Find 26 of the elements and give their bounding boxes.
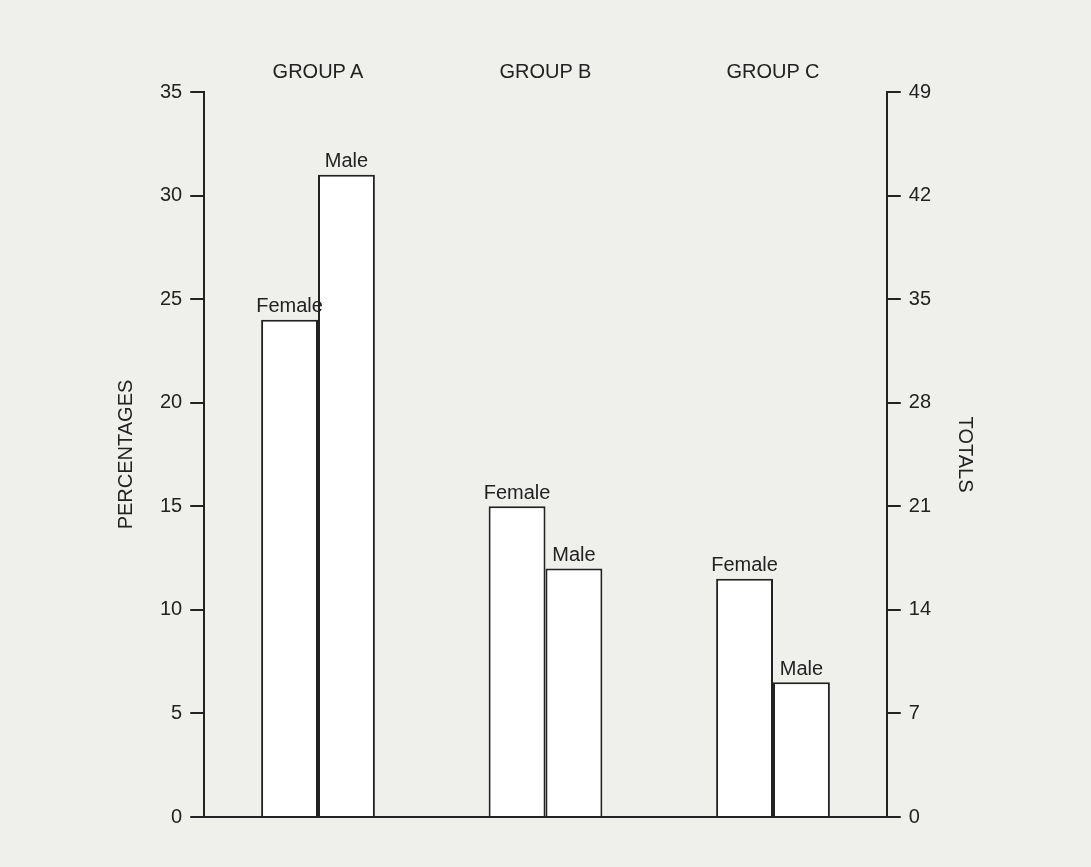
y2-tick-label: 21 [908, 493, 931, 516]
y2-tick-label: 42 [908, 183, 931, 206]
y-tick-label: 10 [160, 597, 183, 620]
y2-tick-label: 7 [908, 700, 920, 723]
y-tick-label: 15 [160, 493, 183, 516]
y-tick-label: 0 [171, 804, 183, 827]
y-tick-label: 5 [171, 700, 183, 723]
text: Male [324, 149, 369, 172]
series-label: Female [483, 480, 551, 503]
y-tick-label: 30 [160, 183, 183, 206]
y2-axis-title: TOTALS [955, 416, 978, 493]
x-tick-label: GROUP B [499, 59, 592, 82]
y-axis-title: PERCENTAGES [113, 379, 136, 530]
y-tick-label: 20 [160, 390, 183, 413]
series-label: Male [552, 542, 596, 565]
y2-tick-label: 14 [908, 597, 931, 620]
text: Male [779, 656, 824, 679]
x-tick-label: GROUP A [272, 59, 365, 82]
y2-tick-label: 0 [908, 804, 920, 827]
text: Female [711, 553, 778, 576]
y2-tick-label: 28 [908, 390, 931, 413]
y-tick-label: 25 [160, 286, 183, 309]
y2-tick-label: 35 [908, 286, 931, 309]
x-tick-label: GROUP C [726, 59, 820, 82]
y2-tick-label: 49 [908, 79, 931, 102]
y-tick-label: 35 [160, 79, 183, 102]
